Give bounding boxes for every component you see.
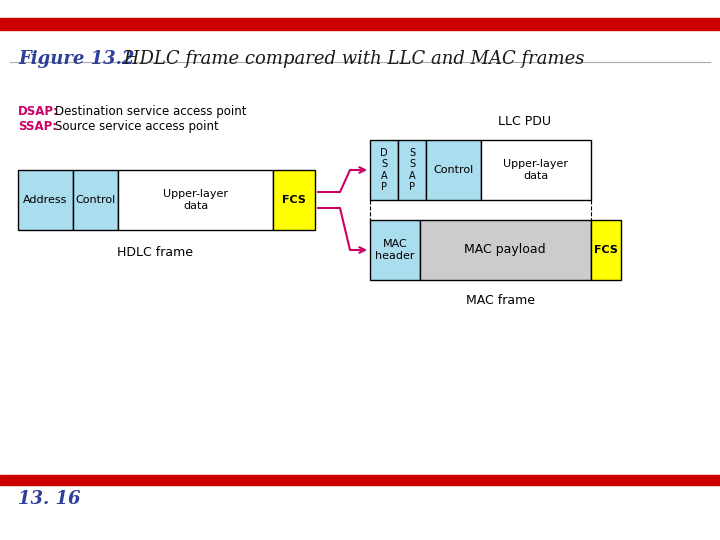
Text: HDLC frame: HDLC frame <box>117 246 193 259</box>
Text: Control: Control <box>76 195 116 205</box>
Bar <box>481 140 591 200</box>
Text: FCS: FCS <box>282 195 306 205</box>
Text: Figure 13.2: Figure 13.2 <box>18 50 135 68</box>
Text: Upper-layer
data: Upper-layer data <box>163 189 228 211</box>
Text: S
S
A
P: S S A P <box>409 147 415 192</box>
Bar <box>73 170 118 230</box>
Bar <box>591 220 621 280</box>
Bar <box>0 475 720 485</box>
Bar <box>370 140 398 200</box>
Bar <box>273 170 315 230</box>
Bar <box>398 140 426 200</box>
Bar <box>118 170 273 230</box>
Bar <box>420 220 591 280</box>
Text: D
S
A
P: D S A P <box>380 147 388 192</box>
Text: Source service access point: Source service access point <box>55 120 219 133</box>
Text: Upper-layer
data: Upper-layer data <box>503 159 569 181</box>
Text: LLC PDU: LLC PDU <box>498 115 552 128</box>
Text: Destination service access point: Destination service access point <box>55 105 246 118</box>
Bar <box>0 18 720 30</box>
Text: Control: Control <box>433 165 473 175</box>
Bar <box>426 140 481 200</box>
Bar <box>18 170 73 230</box>
Text: MAC frame: MAC frame <box>466 294 534 307</box>
Bar <box>370 220 420 280</box>
Text: DSAP:: DSAP: <box>18 105 59 118</box>
Text: MAC
header: MAC header <box>375 239 415 261</box>
Text: MAC payload: MAC payload <box>464 244 546 256</box>
Text: 13. 16: 13. 16 <box>18 490 81 508</box>
Text: HDLC frame compared with LLC and MAC frames: HDLC frame compared with LLC and MAC fra… <box>118 50 585 68</box>
Text: FCS: FCS <box>594 245 618 255</box>
Text: SSAP:: SSAP: <box>18 120 57 133</box>
Text: Address: Address <box>23 195 68 205</box>
